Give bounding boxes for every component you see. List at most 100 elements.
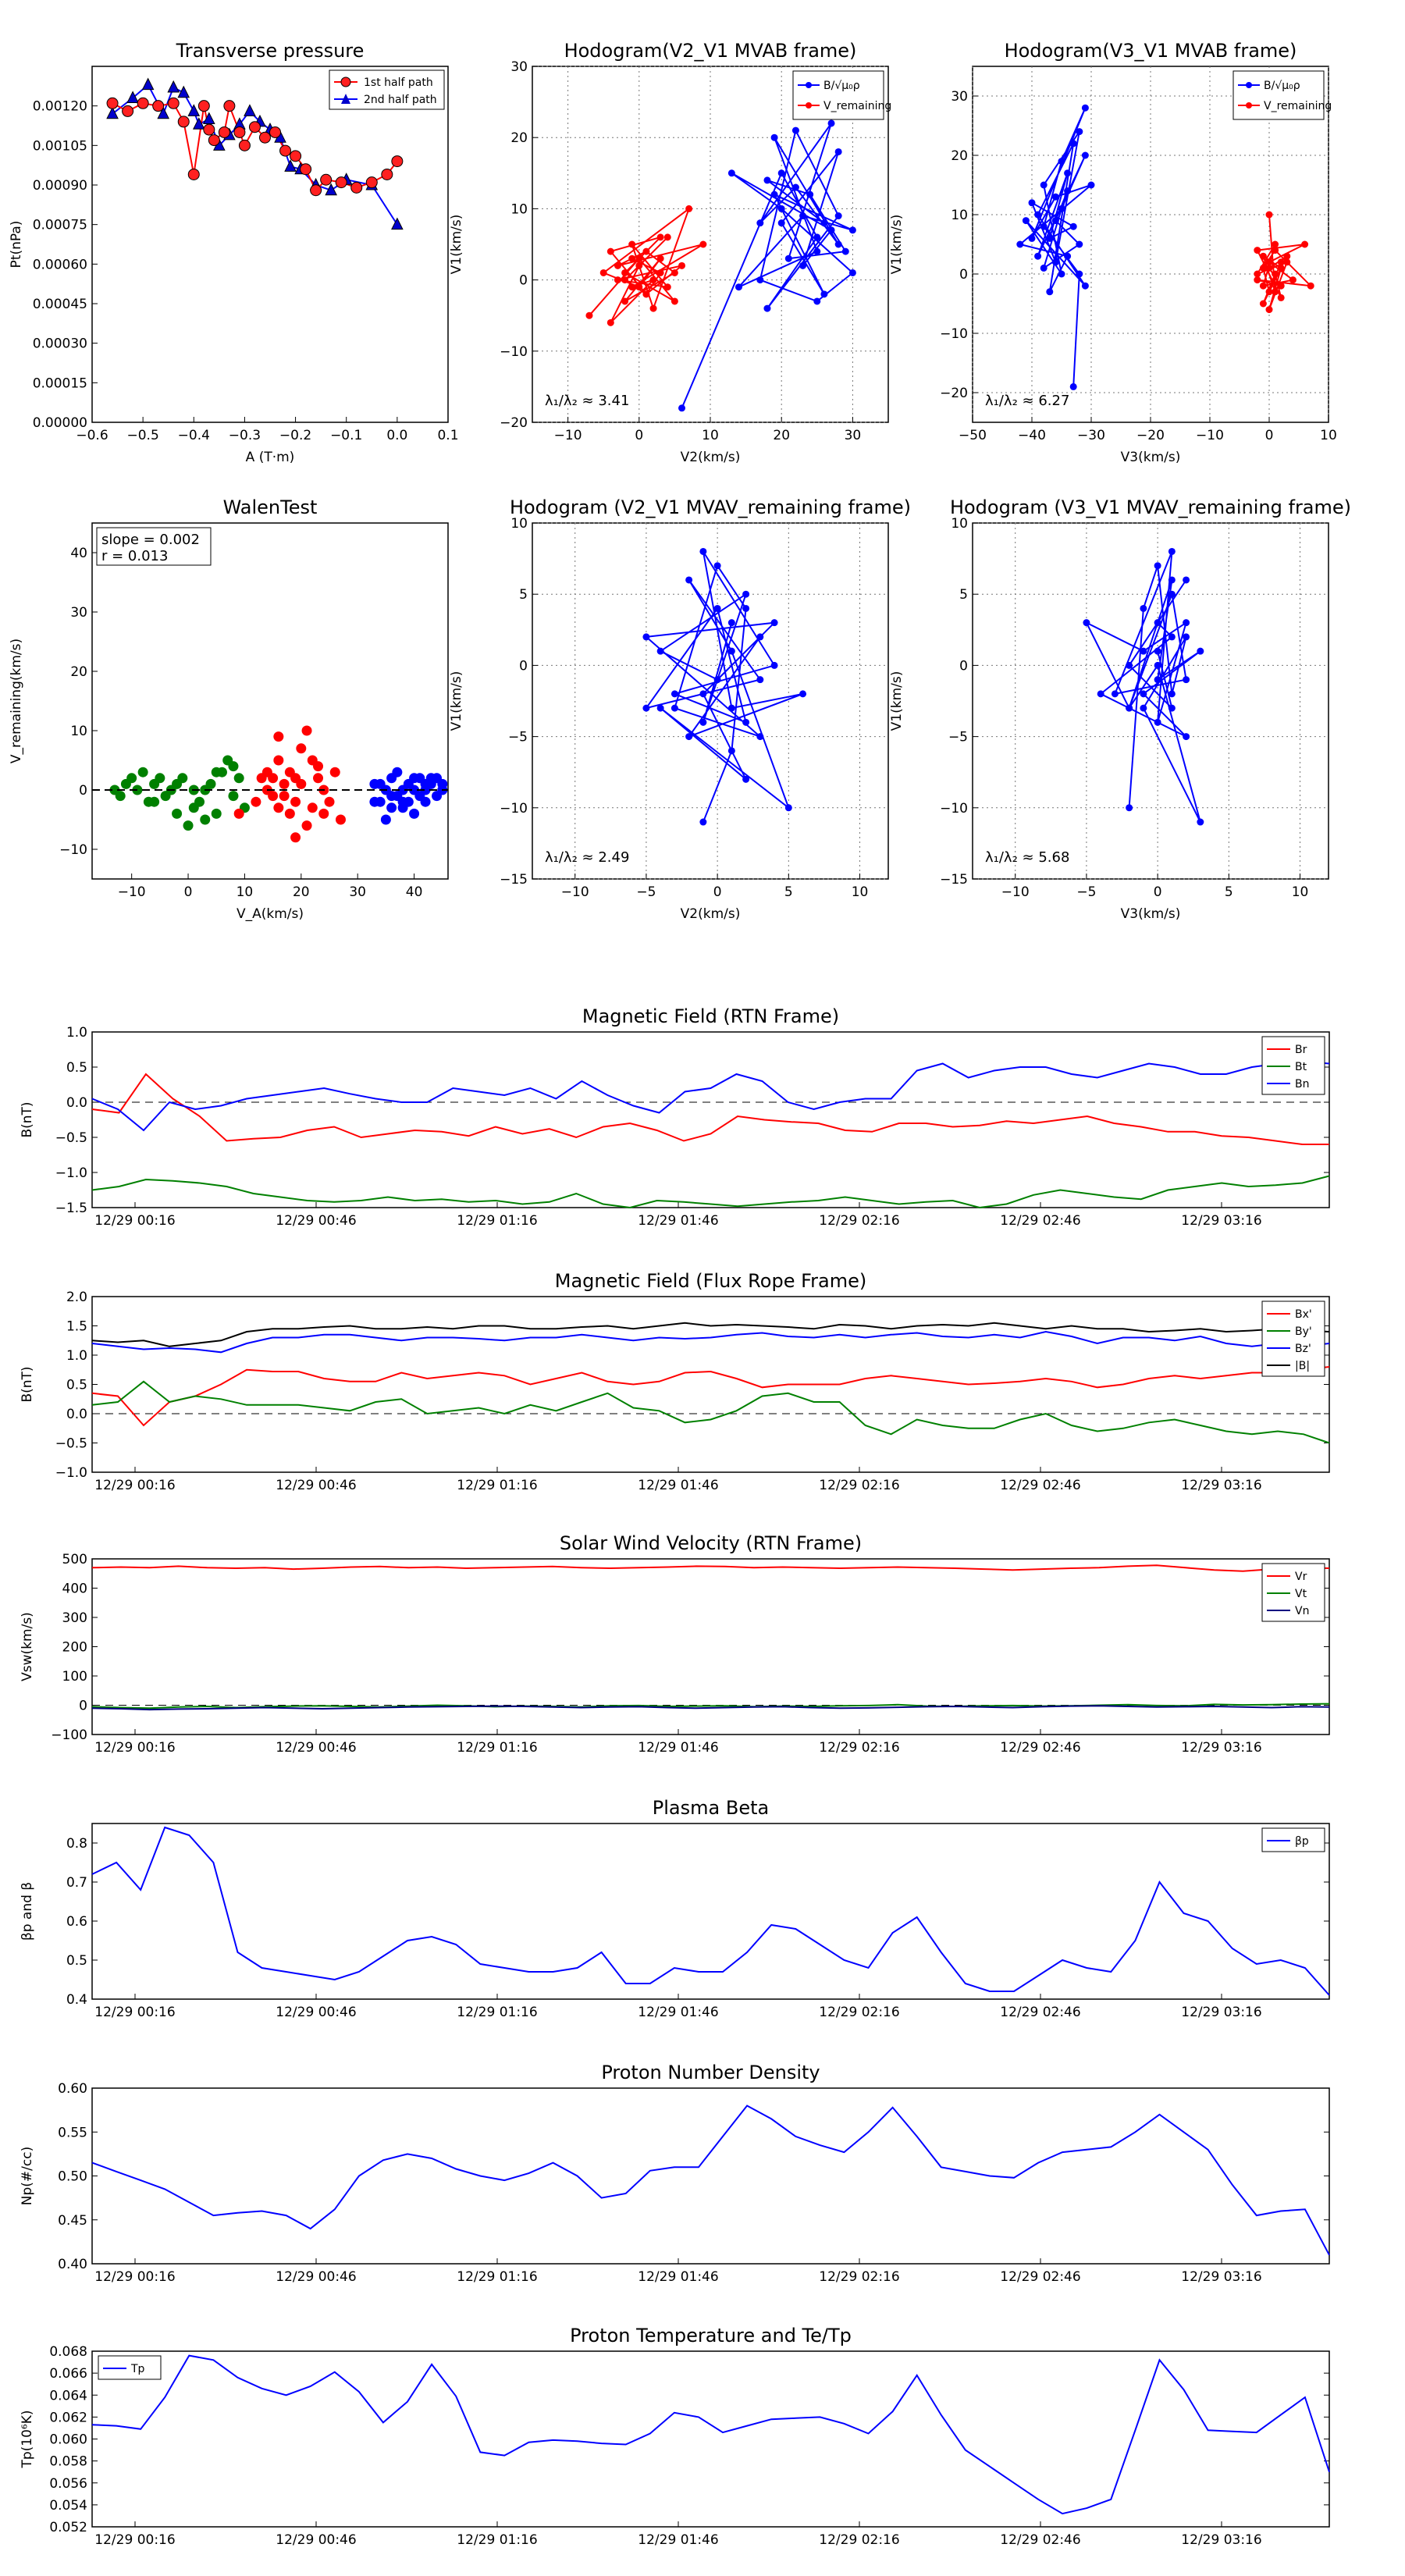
y-tick-label: −10 bbox=[500, 801, 528, 817]
series-point bbox=[656, 269, 664, 276]
walen-point-green bbox=[211, 808, 222, 819]
y-axis-label: V1(km/s) bbox=[449, 671, 464, 731]
series-point bbox=[621, 276, 629, 284]
series-point bbox=[1183, 619, 1190, 627]
walen-point-red bbox=[335, 814, 346, 825]
y-axis-label: V1(km/s) bbox=[889, 671, 905, 731]
y-tick-label: −1.0 bbox=[55, 1465, 87, 1481]
series-point bbox=[1289, 276, 1297, 284]
legend-label: βp bbox=[1295, 1835, 1309, 1848]
x-tick-label: 12/29 01:46 bbox=[638, 1740, 718, 1756]
triangle-marker bbox=[244, 104, 256, 116]
chart-title: Hodogram (V2_V1 MVAV_remaining frame) bbox=[510, 496, 911, 518]
series-point bbox=[656, 647, 664, 655]
series-point bbox=[649, 276, 657, 284]
series-point bbox=[1076, 270, 1083, 278]
y-tick-label: 10 bbox=[510, 516, 528, 532]
plot-area bbox=[91, 2087, 1330, 2265]
y-tick-label: 1.0 bbox=[66, 1348, 87, 1364]
x-tick-label: 10 bbox=[852, 884, 869, 900]
chart-temp: Proton Temperature and Te/Tp 0.052 0.054 0.… bbox=[20, 2325, 1330, 2548]
y-tick-label: 0.60 bbox=[58, 2081, 87, 2097]
circle-marker bbox=[310, 184, 322, 197]
y-tick-label: 0.052 bbox=[49, 2520, 87, 2535]
x-axis-label: V2(km/s) bbox=[681, 906, 741, 922]
y-tick-label: 0.054 bbox=[49, 2498, 87, 2514]
y-tick-label: 0.45 bbox=[58, 2213, 87, 2229]
x-tick-label: 30 bbox=[349, 884, 366, 900]
series-point bbox=[1051, 217, 1059, 225]
series-point bbox=[834, 240, 842, 248]
x-tick-label: 12/29 02:46 bbox=[1000, 2532, 1080, 2548]
x-tick-label: 12/29 00:46 bbox=[276, 2005, 356, 2020]
walen-point-blue bbox=[386, 802, 397, 813]
series-point bbox=[606, 247, 614, 255]
x-tick-label: 12/29 02:16 bbox=[819, 1213, 899, 1229]
legend-label: Bz' bbox=[1295, 1343, 1311, 1355]
walen-point-blue bbox=[397, 785, 408, 795]
triangle-marker bbox=[106, 106, 119, 119]
series-point bbox=[813, 233, 821, 241]
x-tick-label: 12/29 02:46 bbox=[1000, 2269, 1080, 2285]
series-point bbox=[670, 704, 678, 712]
walen-point-red bbox=[290, 773, 301, 784]
triangle-marker bbox=[325, 183, 337, 196]
legend: Vr Vt Vn bbox=[1261, 1563, 1325, 1622]
circle-marker bbox=[350, 181, 363, 194]
x-tick-label: 0.0 bbox=[386, 428, 407, 443]
x-tick-label: −20 bbox=[1136, 428, 1165, 443]
series-point bbox=[1259, 252, 1267, 260]
chart-title: Plasma Beta bbox=[653, 1797, 769, 1819]
y-tick-label: −0.5 bbox=[55, 1130, 87, 1146]
circle-marker bbox=[177, 116, 190, 128]
legend-box bbox=[329, 69, 445, 110]
series-point bbox=[756, 276, 764, 284]
triangle-marker bbox=[126, 91, 139, 104]
walen-point-red bbox=[251, 796, 261, 807]
x-tick-label: −0.3 bbox=[229, 428, 261, 443]
series-point bbox=[1168, 590, 1176, 598]
series-point bbox=[1154, 661, 1161, 669]
x-tick-label: 12/29 00:46 bbox=[276, 1740, 356, 1756]
chart-mag_fr: Magnetic Field (Flux Rope Frame) −1.0 −0.5… bbox=[20, 1270, 1330, 1493]
chart-transverse-pressure: Transverse pressure −0.6 −0.5 −0.4 −0.3 −0.2 −… bbox=[9, 40, 459, 465]
x-tick-label: 12/29 01:46 bbox=[638, 2269, 718, 2285]
y-tick-label: −15 bbox=[500, 872, 528, 888]
x-tick-label: 12/29 02:16 bbox=[819, 2269, 899, 2285]
y-tick-label: 0.0 bbox=[66, 1407, 87, 1422]
circle-marker bbox=[152, 100, 165, 112]
x-tick-label: 12/29 02:46 bbox=[1000, 1740, 1080, 1756]
walen-point-red bbox=[313, 773, 324, 784]
walen-point-green bbox=[155, 773, 165, 784]
chart-title: WalenTest bbox=[223, 496, 318, 518]
series-point bbox=[777, 205, 785, 212]
chart-h2: Hodogram(V3_V1 MVAB frame) −50 −40 −30 −20 −1… bbox=[889, 40, 1337, 465]
walen-point-red bbox=[307, 802, 318, 813]
series-point bbox=[756, 633, 764, 641]
x-tick-label: 12/29 00:16 bbox=[94, 1478, 175, 1493]
legend: βp bbox=[1261, 1827, 1325, 1852]
walen-point-red bbox=[290, 796, 301, 807]
triangle-marker bbox=[187, 104, 201, 116]
series-point bbox=[1064, 187, 1072, 195]
series-point bbox=[1140, 704, 1147, 712]
series-point bbox=[770, 190, 778, 198]
chart-title: Solar Wind Velocity (RTN Frame) bbox=[560, 1532, 862, 1554]
y-axis-label: Vsw(km/s) bbox=[20, 1612, 35, 1681]
x-tick-label: 10 bbox=[237, 884, 254, 900]
series-point bbox=[628, 240, 636, 248]
legend-label: By' bbox=[1295, 1325, 1312, 1338]
ratio-annotation: λ₁/λ₂ ≈ 2.49 bbox=[545, 849, 629, 866]
series-point bbox=[1064, 252, 1072, 260]
y-tick-label: 20 bbox=[70, 664, 87, 680]
y-tick-label: 100 bbox=[62, 1669, 87, 1685]
series-point bbox=[1265, 258, 1273, 266]
chart-title: Hodogram(V3_V1 MVAB frame) bbox=[1005, 40, 1297, 62]
y-axis-label: Tp(10⁶K) bbox=[20, 2410, 35, 2468]
x-tick-label: −40 bbox=[1018, 428, 1046, 443]
series-point bbox=[1307, 282, 1314, 290]
y-tick-label: −1.5 bbox=[55, 1201, 87, 1216]
x-tick-label: 12/29 00:46 bbox=[276, 1478, 356, 1493]
